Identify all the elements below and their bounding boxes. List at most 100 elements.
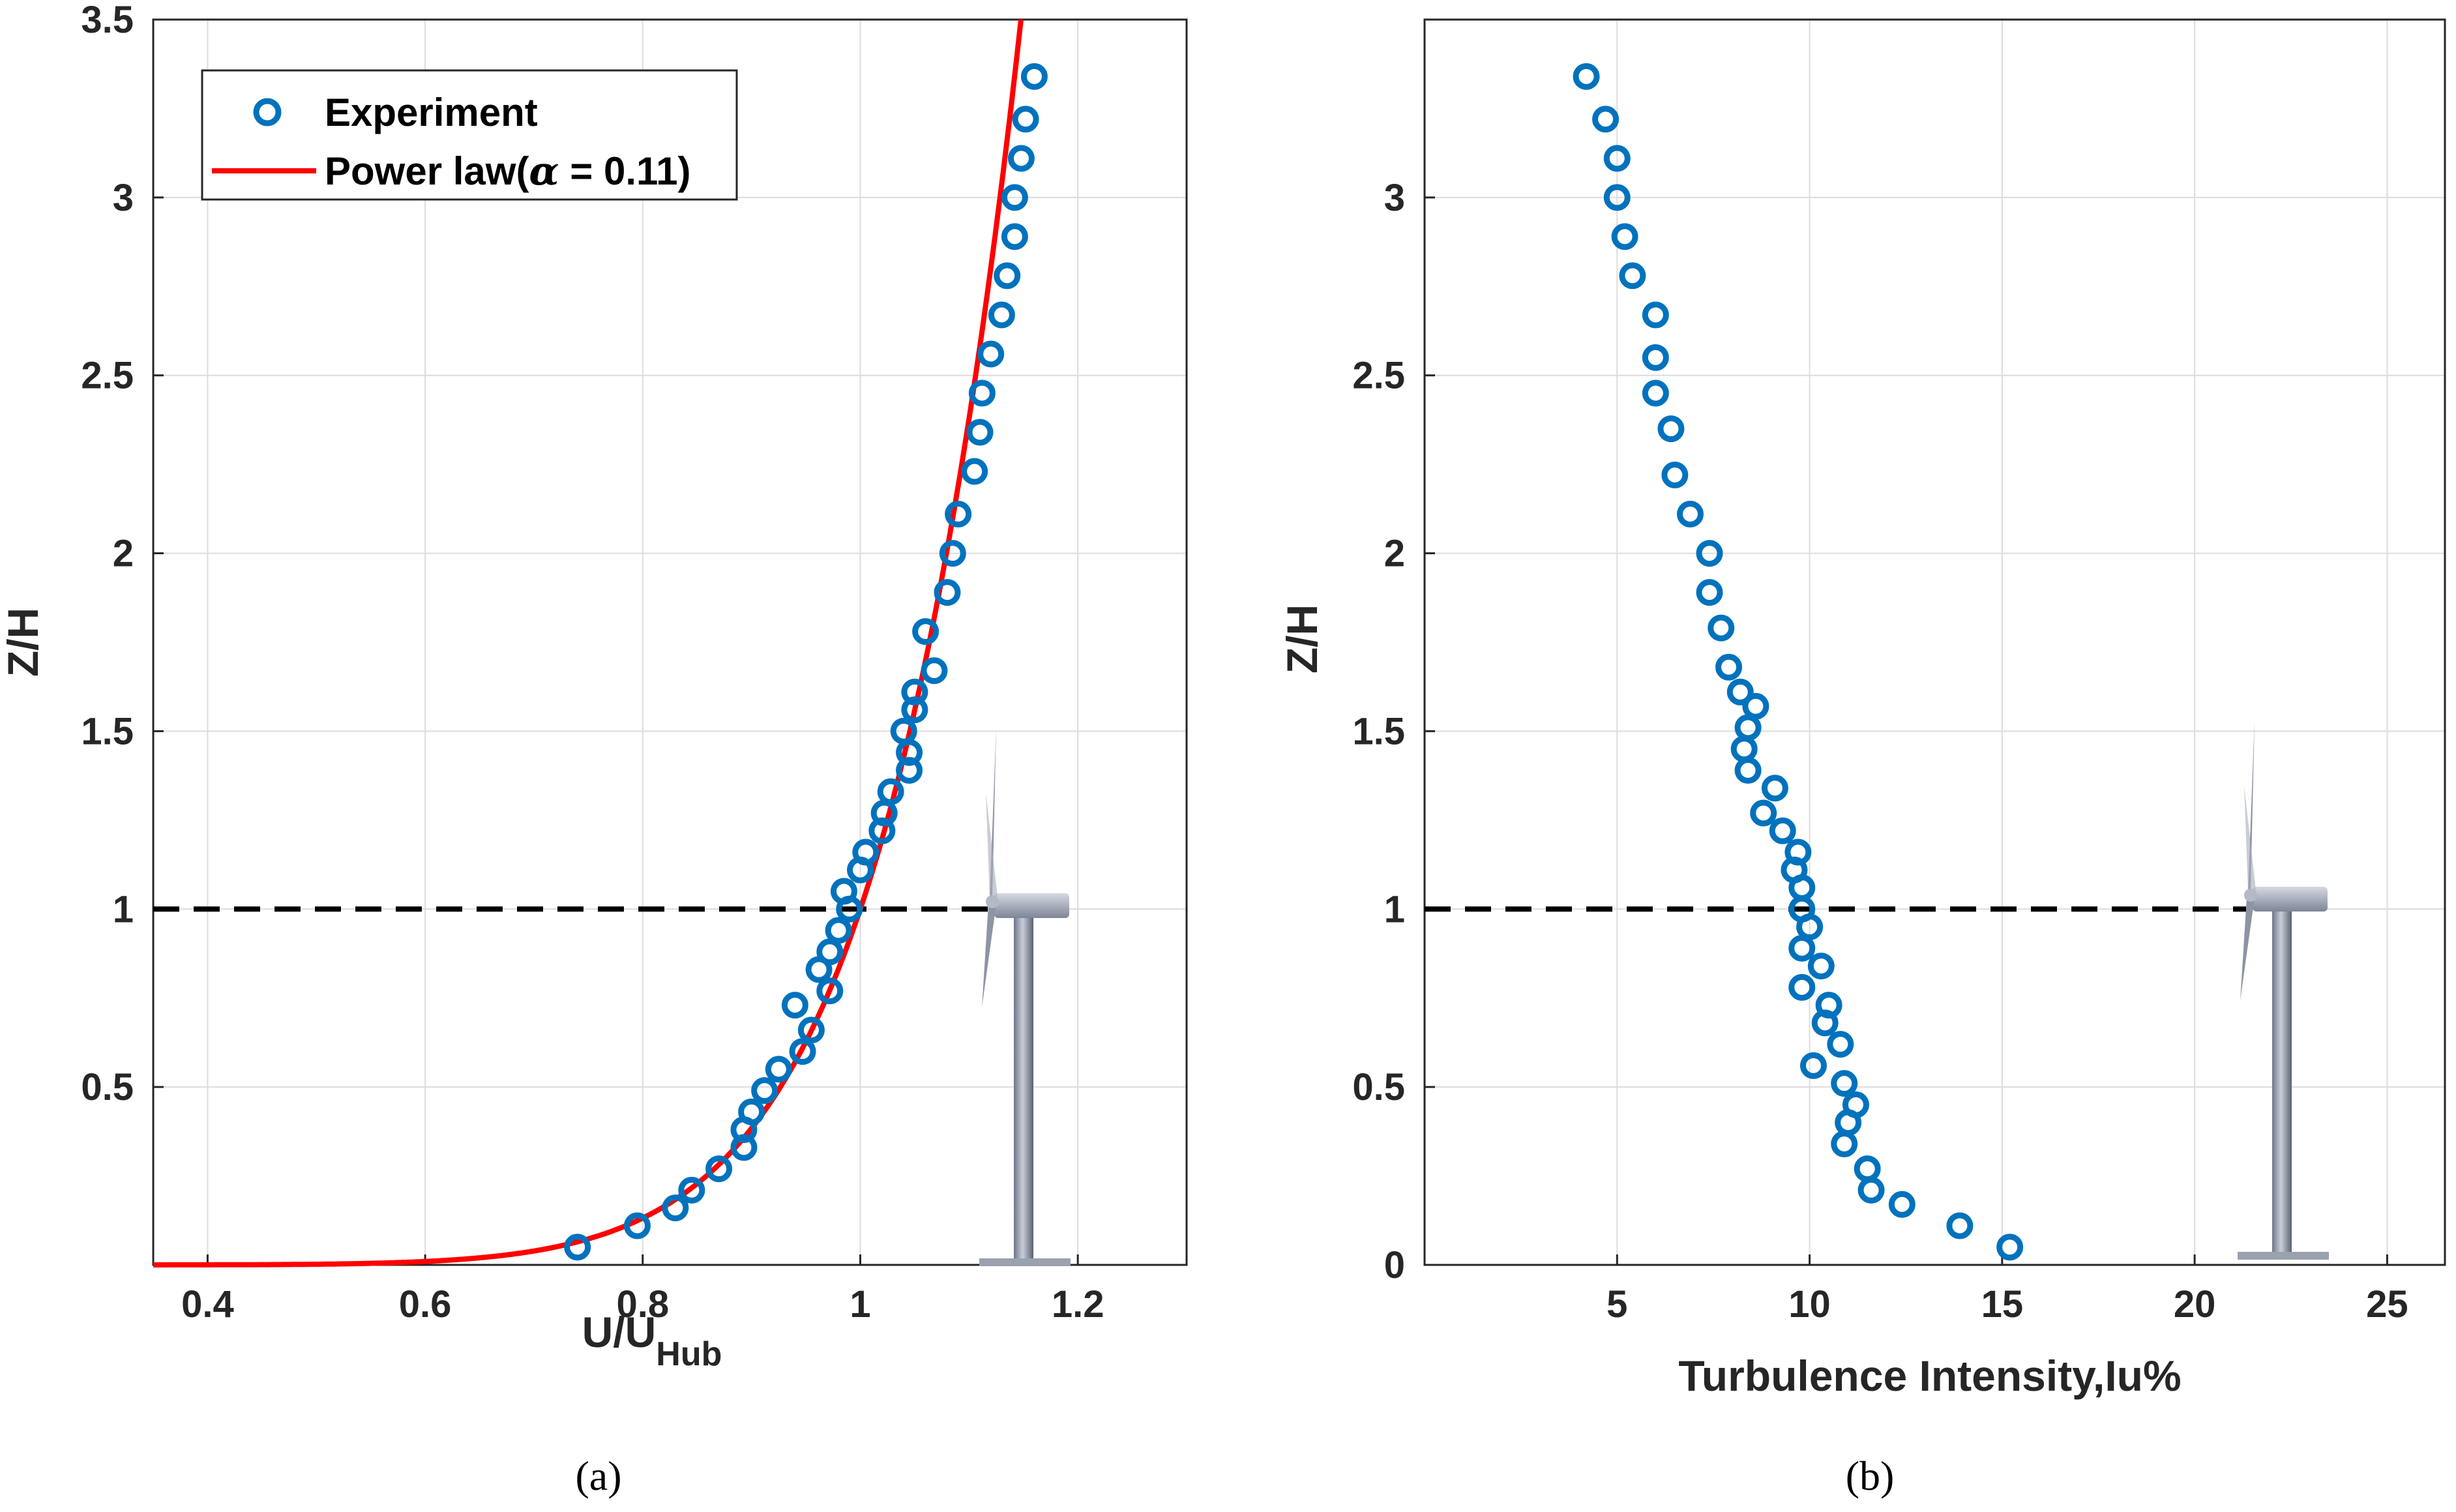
- data-point: [1831, 1130, 1858, 1157]
- data-point: [1734, 714, 1762, 741]
- data-point: [1611, 223, 1638, 250]
- y-tick-label: 3: [113, 177, 134, 219]
- data-point: [1642, 301, 1669, 329]
- y-tick-label: 1: [1384, 888, 1405, 930]
- data-point: [901, 696, 928, 724]
- data-point: [1854, 1155, 1881, 1183]
- data-point: [1784, 838, 1812, 866]
- legend-label-experiment: Experiment: [325, 91, 538, 134]
- data-point: [966, 419, 994, 446]
- panel-a-legend: Experiment Power law(α = 0.11): [201, 69, 738, 201]
- data-point: [1842, 1091, 1869, 1118]
- panel-b-y-ticks: 0 0.5 1 1.5 2 2.5 3: [1352, 177, 1435, 1286]
- legend-label-power-law: Power law(α = 0.11): [325, 149, 690, 194]
- data-point: [1831, 1070, 1858, 1097]
- data-point: [1857, 1176, 1885, 1204]
- data-point: [945, 501, 972, 528]
- data-point: [1676, 501, 1704, 528]
- data-point: [877, 778, 904, 805]
- data-point: [1661, 462, 1689, 489]
- wind-turbine-icon: [979, 727, 1071, 1266]
- panel-b: 5 10 15 20 25 0 0.5 1 1.5 2 2.5 3 Turbulence Inten…: [1278, 18, 2446, 1499]
- panel-a-y-ticks: 0.5 1 1.5 2 2.5 3 3.5: [81, 0, 164, 1108]
- x-tick-label: 15: [1981, 1283, 2024, 1326]
- data-point: [1734, 756, 1762, 784]
- data-point: [830, 878, 857, 905]
- data-point: [751, 1077, 778, 1104]
- panel-b-experiment-points: [1573, 63, 2024, 1261]
- data-point: [1827, 1031, 1854, 1058]
- data-point: [1799, 1052, 1827, 1079]
- data-point: [912, 618, 939, 645]
- y-tick-label: 2.5: [81, 355, 134, 397]
- data-point: [901, 678, 928, 705]
- data-point: [564, 1234, 591, 1261]
- panel-b-y-axis-label: Z/H: [1278, 604, 1326, 674]
- panel-a-y-axis-label: Z/H: [0, 608, 47, 677]
- data-point: [1708, 614, 1735, 642]
- panel-a-power-law-curve: [153, 19, 1024, 1267]
- data-point: [921, 657, 948, 685]
- data-point: [1007, 145, 1035, 172]
- x-tick-label: 0.6: [399, 1283, 452, 1326]
- data-point: [825, 917, 852, 944]
- panel-a-experiment-points: [564, 63, 1048, 1261]
- data-point: [1573, 63, 1600, 90]
- data-point: [1619, 262, 1646, 289]
- data-point: [1761, 775, 1788, 802]
- x-tick-label: 10: [1788, 1283, 1831, 1326]
- y-tick-label: 1: [113, 888, 134, 930]
- y-tick-label: 2: [1384, 533, 1405, 575]
- y-tick-label: 0.5: [81, 1066, 134, 1108]
- legend-marker-experiment: [253, 98, 282, 126]
- data-point: [1715, 653, 1743, 681]
- data-point: [1603, 145, 1631, 172]
- data-point: [1592, 106, 1620, 133]
- data-point: [939, 540, 966, 567]
- data-point: [977, 340, 1005, 368]
- data-point: [1769, 817, 1796, 844]
- x-tick-label: 20: [2174, 1283, 2216, 1326]
- y-tick-label: 1.5: [81, 710, 134, 752]
- panel-b-x-ticks: 5 10 15 20 25: [1606, 1254, 2408, 1326]
- data-point: [623, 1212, 651, 1239]
- y-tick-label: 0.5: [1352, 1066, 1405, 1108]
- data-point: [662, 1194, 689, 1222]
- data-point: [890, 717, 917, 745]
- panel-a-caption: (a): [575, 1453, 621, 1499]
- data-point: [816, 938, 844, 966]
- data-point: [705, 1155, 733, 1183]
- panel-a-x-axis-label: U/UHub: [582, 1308, 722, 1373]
- panel-b-grid: [1425, 20, 2445, 1266]
- x-tick-label: 0.8: [616, 1283, 669, 1326]
- panel-b-caption: (b): [1846, 1453, 1895, 1499]
- x-tick-label: 5: [1606, 1283, 1627, 1326]
- data-point: [789, 1038, 816, 1065]
- panel-a: 0.4 0.6 0.8 1 1.2 0.5 1 1.5 2 2.5 3 3.5 Experiment…: [0, 0, 1188, 1499]
- data-point: [1888, 1191, 1916, 1218]
- data-point: [1696, 579, 1723, 606]
- data-point: [988, 301, 1015, 329]
- panel-b-axes-frame: [1423, 18, 2446, 1266]
- data-point: [730, 1134, 758, 1161]
- data-point: [968, 379, 996, 407]
- y-tick-label: 0: [1384, 1244, 1405, 1286]
- y-tick-label: 1.5: [1352, 710, 1405, 752]
- data-point: [1657, 415, 1685, 443]
- data-point: [961, 458, 988, 485]
- y-tick-label: 2: [113, 533, 134, 575]
- data-point: [1788, 973, 1816, 1001]
- legend-box: [201, 69, 738, 201]
- data-point: [1742, 692, 1769, 720]
- data-point: [1696, 540, 1723, 567]
- panel-a-axes-frame: [152, 18, 1188, 1266]
- data-point: [1642, 344, 1669, 371]
- x-tick-label: 25: [2366, 1283, 2408, 1326]
- data-point: [1012, 106, 1039, 133]
- panel-b-x-axis-label: Turbulence Intensity,Iu%: [1678, 1352, 2181, 1400]
- y-tick-label: 2.5: [1352, 355, 1405, 397]
- data-point: [1730, 735, 1758, 763]
- data-point: [896, 756, 923, 784]
- x-tick-label: 0.4: [181, 1283, 234, 1326]
